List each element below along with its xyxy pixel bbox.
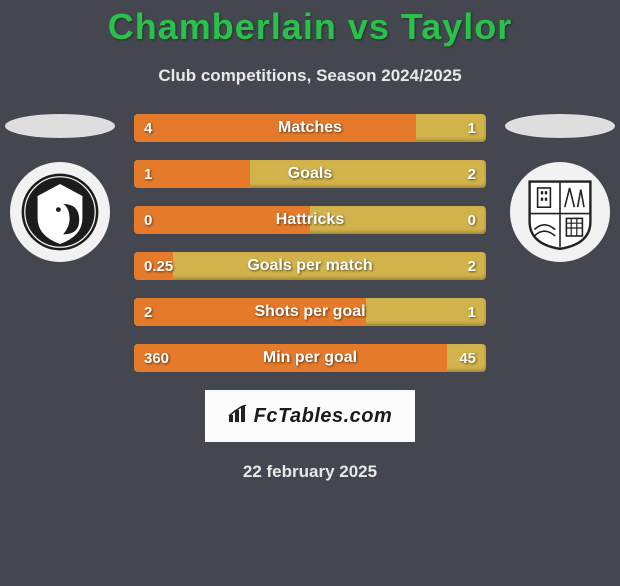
- brand-banner[interactable]: FcTables.com: [205, 390, 415, 442]
- stat-bar: 12Goals: [134, 160, 486, 188]
- comparison-panel: WESTON SUPER MARE: [0, 114, 620, 372]
- stat-bar: 00Hattricks: [134, 206, 486, 234]
- stat-label: Goals: [134, 160, 486, 188]
- date-label: 22 february 2025: [0, 462, 620, 482]
- stat-label: Shots per goal: [134, 298, 486, 326]
- shield-icon: WESTON SUPER MARE: [20, 172, 100, 252]
- right-side: [500, 114, 620, 262]
- svg-text:SUPER MARE: SUPER MARE: [49, 195, 70, 199]
- stat-bar: 21Shots per goal: [134, 298, 486, 326]
- stat-bar: 36045Min per goal: [134, 344, 486, 372]
- stat-bar: 41Matches: [134, 114, 486, 142]
- left-club-badge: WESTON SUPER MARE: [10, 162, 110, 262]
- page-title: Chamberlain vs Taylor: [0, 6, 620, 48]
- page-subtitle: Club competitions, Season 2024/2025: [0, 66, 620, 86]
- right-club-badge: [510, 162, 610, 262]
- stat-label: Min per goal: [134, 344, 486, 372]
- chart-icon: [228, 405, 248, 428]
- stat-label: Hattricks: [134, 206, 486, 234]
- stat-label: Matches: [134, 114, 486, 142]
- right-player-avatar: [505, 114, 615, 138]
- shield-icon: [520, 172, 600, 252]
- left-player-avatar: [5, 114, 115, 138]
- stat-label: Goals per match: [134, 252, 486, 280]
- brand-text: FcTables.com: [254, 405, 393, 428]
- svg-text:WESTON: WESTON: [50, 189, 72, 195]
- left-side: WESTON SUPER MARE: [0, 114, 120, 262]
- stat-bar: 0.252Goals per match: [134, 252, 486, 280]
- stats-bars: 41Matches 12Goals 00Hattricks 0.252Goals pe…: [134, 114, 486, 372]
